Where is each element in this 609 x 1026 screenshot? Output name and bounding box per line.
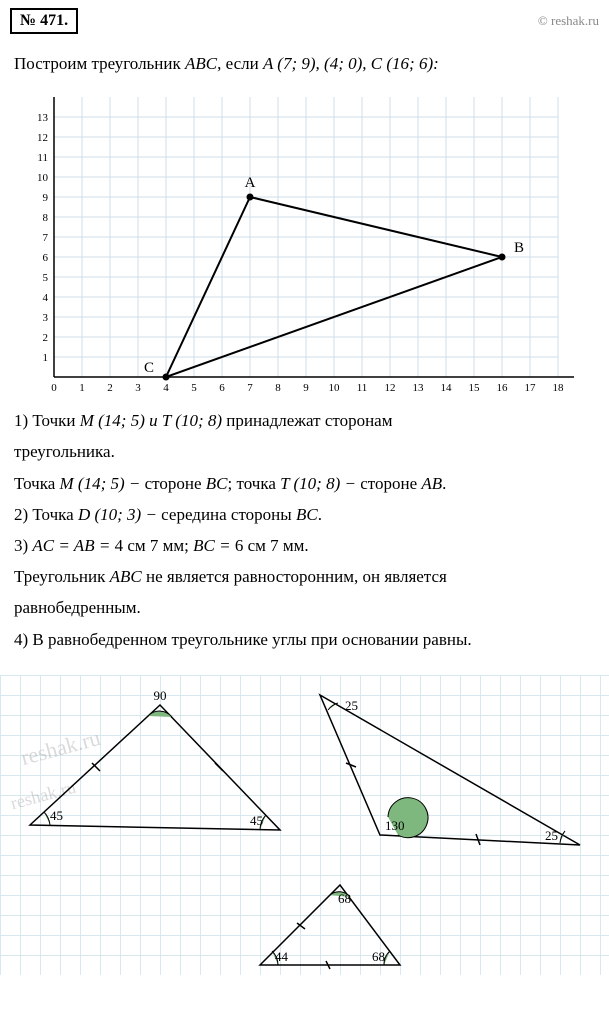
svg-text:9: 9 bbox=[43, 192, 49, 204]
svg-text:12: 12 bbox=[37, 132, 48, 144]
svg-text:1: 1 bbox=[79, 382, 85, 394]
svg-text:13: 13 bbox=[37, 112, 49, 124]
tri3-angle-68b: 68 bbox=[372, 949, 385, 964]
answer-4: 4) В равнобедренном треугольнике углы пр… bbox=[14, 626, 595, 653]
triangle-1: 90 45 45 bbox=[30, 688, 280, 830]
triangles-grid-area: reshak.ru reshak.ru 90 45 45 25 130 bbox=[0, 675, 609, 975]
label-c: C bbox=[144, 360, 154, 376]
svg-text:17: 17 bbox=[525, 382, 537, 394]
svg-text:7: 7 bbox=[43, 232, 49, 244]
tri1-angle-90: 90 bbox=[154, 688, 167, 703]
svg-text:6: 6 bbox=[219, 382, 225, 394]
svg-text:2: 2 bbox=[43, 332, 49, 344]
copyright-text: © reshak.ru bbox=[538, 13, 599, 29]
svg-text:8: 8 bbox=[275, 382, 281, 394]
svg-text:11: 11 bbox=[357, 382, 368, 394]
intro-prefix: Построим треугольник bbox=[14, 54, 185, 73]
svg-text:8: 8 bbox=[43, 212, 49, 224]
svg-text:10: 10 bbox=[329, 382, 341, 394]
tri3-angle-68a: 68 bbox=[338, 891, 351, 906]
svg-text:9: 9 bbox=[303, 382, 309, 394]
svg-text:14: 14 bbox=[441, 382, 453, 394]
tri3-angle-44: 44 bbox=[275, 949, 289, 964]
x-tick-labels: 0123456789101112131415161718 bbox=[51, 382, 564, 394]
answer-1-line1: 1) Точки M (14; 5) и T (10; 8) принадлеж… bbox=[14, 407, 595, 434]
triangle-2: 25 130 25 bbox=[320, 695, 580, 845]
problem-number-badge: № 471. bbox=[10, 8, 78, 34]
svg-text:10: 10 bbox=[37, 172, 49, 184]
svg-text:7: 7 bbox=[247, 382, 253, 394]
chart-svg: 0123456789101112131415161718 12345678910… bbox=[14, 87, 594, 397]
answer-1-line2: треугольника. bbox=[14, 438, 595, 465]
svg-text:12: 12 bbox=[385, 382, 396, 394]
answer-1-detail: Точка M (14; 5) − стороне BC; точка T (1… bbox=[14, 470, 595, 497]
svg-text:2: 2 bbox=[107, 382, 113, 394]
label-a: A bbox=[245, 175, 256, 191]
svg-text:6: 6 bbox=[43, 252, 49, 264]
intro-line: Построим треугольник ABC, если A (7; 9),… bbox=[14, 50, 595, 77]
svg-text:5: 5 bbox=[43, 272, 49, 284]
answer-2: 2) Точка D (10; 3) − середина стороны BC… bbox=[14, 501, 595, 528]
y-tick-labels: 12345678910111213 bbox=[37, 112, 49, 364]
answer-3b-line2: равнобедренным. bbox=[14, 594, 595, 621]
svg-text:15: 15 bbox=[469, 382, 481, 394]
grid-lines bbox=[54, 97, 558, 377]
point-a bbox=[247, 194, 254, 201]
svg-text:3: 3 bbox=[43, 312, 49, 324]
svg-text:3: 3 bbox=[135, 382, 141, 394]
tri1-angle-45b: 45 bbox=[250, 813, 263, 828]
answer-3: 3) AC = AB = 4 см 7 мм; BC = 6 см 7 мм. bbox=[14, 532, 595, 559]
answer-3b-line1: Треугольник ABC не является равносторонн… bbox=[14, 563, 595, 590]
intro-abc: ABC bbox=[185, 54, 217, 73]
svg-text:16: 16 bbox=[497, 382, 509, 394]
label-b: B bbox=[514, 240, 524, 256]
coordinate-chart: 0123456789101112131415161718 12345678910… bbox=[14, 87, 594, 397]
svg-text:5: 5 bbox=[191, 382, 197, 394]
intro-coords: A (7; 9), (4; 0), C (16; 6): bbox=[263, 54, 439, 73]
point-b bbox=[499, 254, 506, 261]
tri1-angle-45a: 45 bbox=[50, 808, 63, 823]
svg-text:4: 4 bbox=[163, 382, 169, 394]
svg-text:11: 11 bbox=[37, 152, 48, 164]
triangles-svg: 90 45 45 25 130 25 68 44 68 bbox=[0, 675, 609, 975]
svg-text:18: 18 bbox=[553, 382, 565, 394]
svg-text:0: 0 bbox=[51, 382, 57, 394]
tri2-angle-130: 130 bbox=[385, 818, 405, 833]
tri2-angle-25b: 25 bbox=[545, 828, 558, 843]
intro-mid: , если bbox=[217, 54, 263, 73]
triangle-3: 68 44 68 bbox=[260, 885, 400, 969]
tri2-angle-25a: 25 bbox=[345, 698, 358, 713]
svg-text:1: 1 bbox=[43, 352, 49, 364]
point-c bbox=[163, 374, 170, 381]
svg-text:4: 4 bbox=[43, 292, 49, 304]
svg-text:13: 13 bbox=[413, 382, 425, 394]
